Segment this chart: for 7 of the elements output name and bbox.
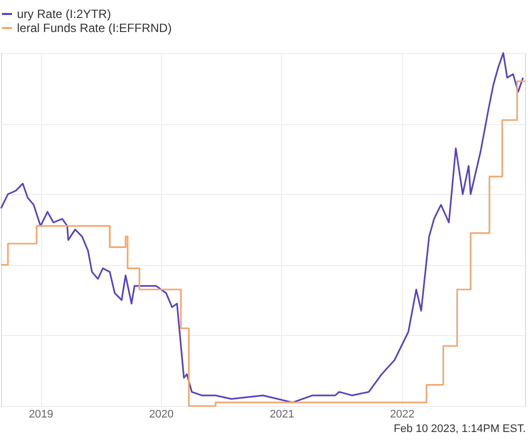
legend-label: ury Rate (I:2YTR) <box>17 7 112 21</box>
text: Feb 10 2023, 1:14PM EST. <box>394 423 526 435</box>
x-tick-label: 2020 <box>149 408 174 420</box>
legend-label: leral Funds Rate (I:EFFRND) <box>17 21 172 35</box>
x-tick-label: 2021 <box>270 408 294 420</box>
x-tick-label: 2022 <box>390 408 414 420</box>
x-tick-label: 2019 <box>28 408 54 420</box>
